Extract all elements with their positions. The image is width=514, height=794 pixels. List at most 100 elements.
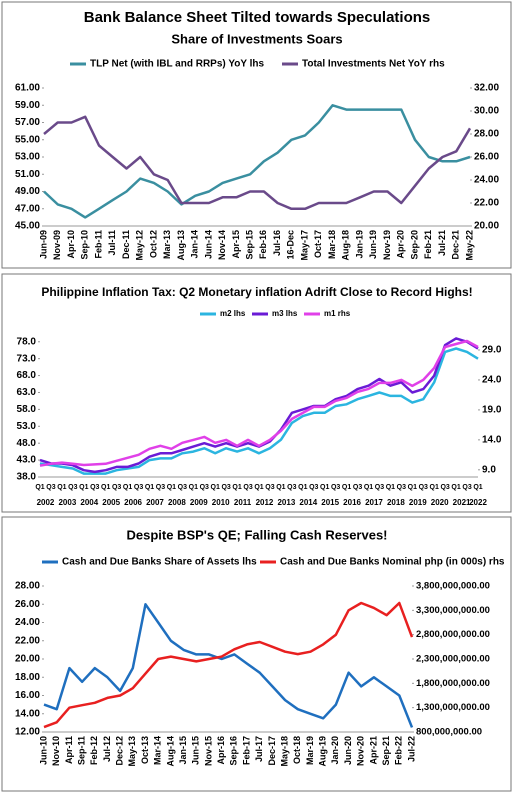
y2-tick-label: 9.0	[482, 464, 496, 475]
x-year-label: 2019	[409, 498, 427, 507]
x-tick-label: Q1	[451, 484, 460, 491]
x-year-label: 2021	[453, 498, 471, 507]
x-tick-label: Q1	[189, 484, 198, 491]
x-tick-label: Q1	[79, 484, 88, 491]
y-tick-label: 14.00	[15, 708, 40, 719]
x-tick-label: Nov-14	[217, 230, 227, 260]
x-tick-label: Jun-10	[38, 736, 48, 765]
y-tick-label: 18.00	[15, 672, 40, 683]
x-year-label: 2020	[431, 498, 449, 507]
y-tick-label: 49.00	[15, 186, 40, 197]
x-tick-label: May-13	[127, 736, 137, 767]
x-tick-label: Apr-10	[66, 230, 76, 259]
y2-tick-label: 24.0	[482, 375, 502, 386]
x-tick-label: Jul-16	[272, 230, 282, 256]
x-tick-label: Apr-11	[64, 736, 74, 764]
data-line	[43, 115, 472, 211]
x-tick-label: Q3	[46, 484, 55, 491]
x-tick-label: Mar-13	[162, 230, 172, 259]
y-tick-label: 58.0	[17, 404, 37, 415]
y-tick-label: 61.00	[15, 83, 40, 94]
x-tick-label: Feb-17	[241, 736, 251, 765]
x-tick-label: 16-Dec	[286, 230, 296, 260]
x-year-label: 2010	[212, 498, 230, 507]
x-tick-label: Q1	[430, 484, 439, 491]
x-tick-label: Q1	[57, 484, 66, 491]
data-line	[43, 104, 471, 219]
y2-tick-label: 30.00	[474, 106, 499, 117]
x-tick-label: Q1	[145, 484, 154, 491]
x-tick-label: May-17	[299, 230, 309, 261]
y2-tick-label: 32.00	[474, 83, 499, 94]
x-year-label: 2007	[146, 498, 164, 507]
y-tick-label: 63.0	[17, 387, 37, 398]
x-tick-label: Q1	[211, 484, 220, 491]
x-tick-label: Jul-21	[437, 230, 447, 256]
x-tick-label: Aug-19	[318, 736, 328, 767]
x-tick-label: Q3	[112, 484, 121, 491]
x-tick-label: Apr-20	[396, 230, 406, 259]
panel-frame	[1, 1, 512, 269]
x-tick-label: Jul-22	[406, 736, 416, 762]
y-tick-label: 57.00	[15, 117, 40, 128]
x-year-label: 2016	[343, 498, 361, 507]
x-tick-label: Nov-15	[203, 736, 213, 766]
x-tick-label: Sep-10	[80, 230, 90, 260]
y-tick-label: 12.00	[15, 727, 40, 738]
x-tick-label: Jun-09	[38, 230, 48, 259]
x-tick-label: Apr-15	[231, 230, 241, 259]
y2-tick-label: 800,000,000.00	[416, 727, 482, 738]
y2-tick-label: 22.00	[474, 198, 499, 209]
x-tick-label: Jul-17	[254, 736, 264, 762]
legend-label: TLP Net (with IBL and RRPs) YoY lhs	[90, 59, 265, 70]
x-tick-label: Dec-11	[121, 230, 131, 259]
x-year-label: 2022	[469, 498, 487, 507]
x-year-label: 2011	[234, 498, 252, 507]
x-tick-label: Dec-21	[451, 230, 461, 260]
x-tick-label: Nov-09	[52, 230, 62, 260]
y-tick-label: 20.00	[15, 654, 40, 665]
y-tick-label: 53.00	[15, 152, 40, 163]
x-tick-label: Jul-11	[107, 230, 117, 256]
x-tick-label: Q1	[298, 484, 307, 491]
x-tick-label: Q1	[232, 484, 241, 491]
y2-tick-label: 14.0	[482, 434, 502, 445]
legend-label: m1 rhs	[324, 309, 351, 318]
x-tick-label: Q3	[287, 484, 296, 491]
y-tick-label: 47.00	[15, 203, 40, 214]
x-tick-label: Sep-11	[76, 736, 86, 765]
x-tick-label: Feb-11	[93, 230, 103, 259]
legend-label: Total Investments Net YoY rhs	[302, 59, 445, 70]
x-tick-label: May-12	[135, 230, 145, 261]
x-year-label: 2004	[80, 498, 98, 507]
x-tick-label: Jan-20	[330, 736, 340, 765]
y2-tick-label: 1,800,000,000.00	[416, 678, 490, 689]
panel-frame	[1, 516, 512, 792]
chart-subtitle: Share of Investments Soars	[171, 31, 342, 46]
x-tick-label: Jun-19	[368, 230, 378, 259]
legend-label: Cash and Due Banks Nominal php (in 000s)…	[280, 557, 505, 568]
x-tick-label: Q1	[101, 484, 110, 491]
chart-title: Despite BSP's QE; Falling Cash Reserves!	[126, 527, 387, 542]
y-tick-label: 26.00	[15, 599, 40, 610]
x-tick-label: Q3	[68, 484, 77, 491]
x-tick-label: Aug-14	[165, 736, 175, 767]
y-tick-label: 16.00	[15, 690, 40, 701]
x-tick-label: Jan-19	[354, 230, 364, 259]
legend-label: m3 lhs	[272, 309, 298, 318]
x-tick-label: Aug-13	[176, 230, 186, 261]
x-tick-label: Q1	[123, 484, 132, 491]
x-tick-label: Q3	[156, 484, 165, 491]
x-tick-label: Jun-14	[203, 230, 213, 259]
x-tick-label: Q3	[375, 484, 384, 491]
x-tick-label: Nov-20	[356, 736, 366, 766]
x-tick-label: Q1	[35, 484, 44, 491]
x-tick-label: Jan-15	[178, 736, 188, 765]
x-tick-label: Q3	[331, 484, 340, 491]
x-year-label: 2003	[58, 498, 76, 507]
x-tick-label: Jun-15	[191, 736, 201, 765]
x-tick-label: Sep-16	[229, 736, 239, 766]
y2-tick-label: 26.00	[474, 152, 499, 163]
x-tick-label: Sep-20	[409, 230, 419, 260]
x-tick-label: May-22	[464, 230, 474, 261]
